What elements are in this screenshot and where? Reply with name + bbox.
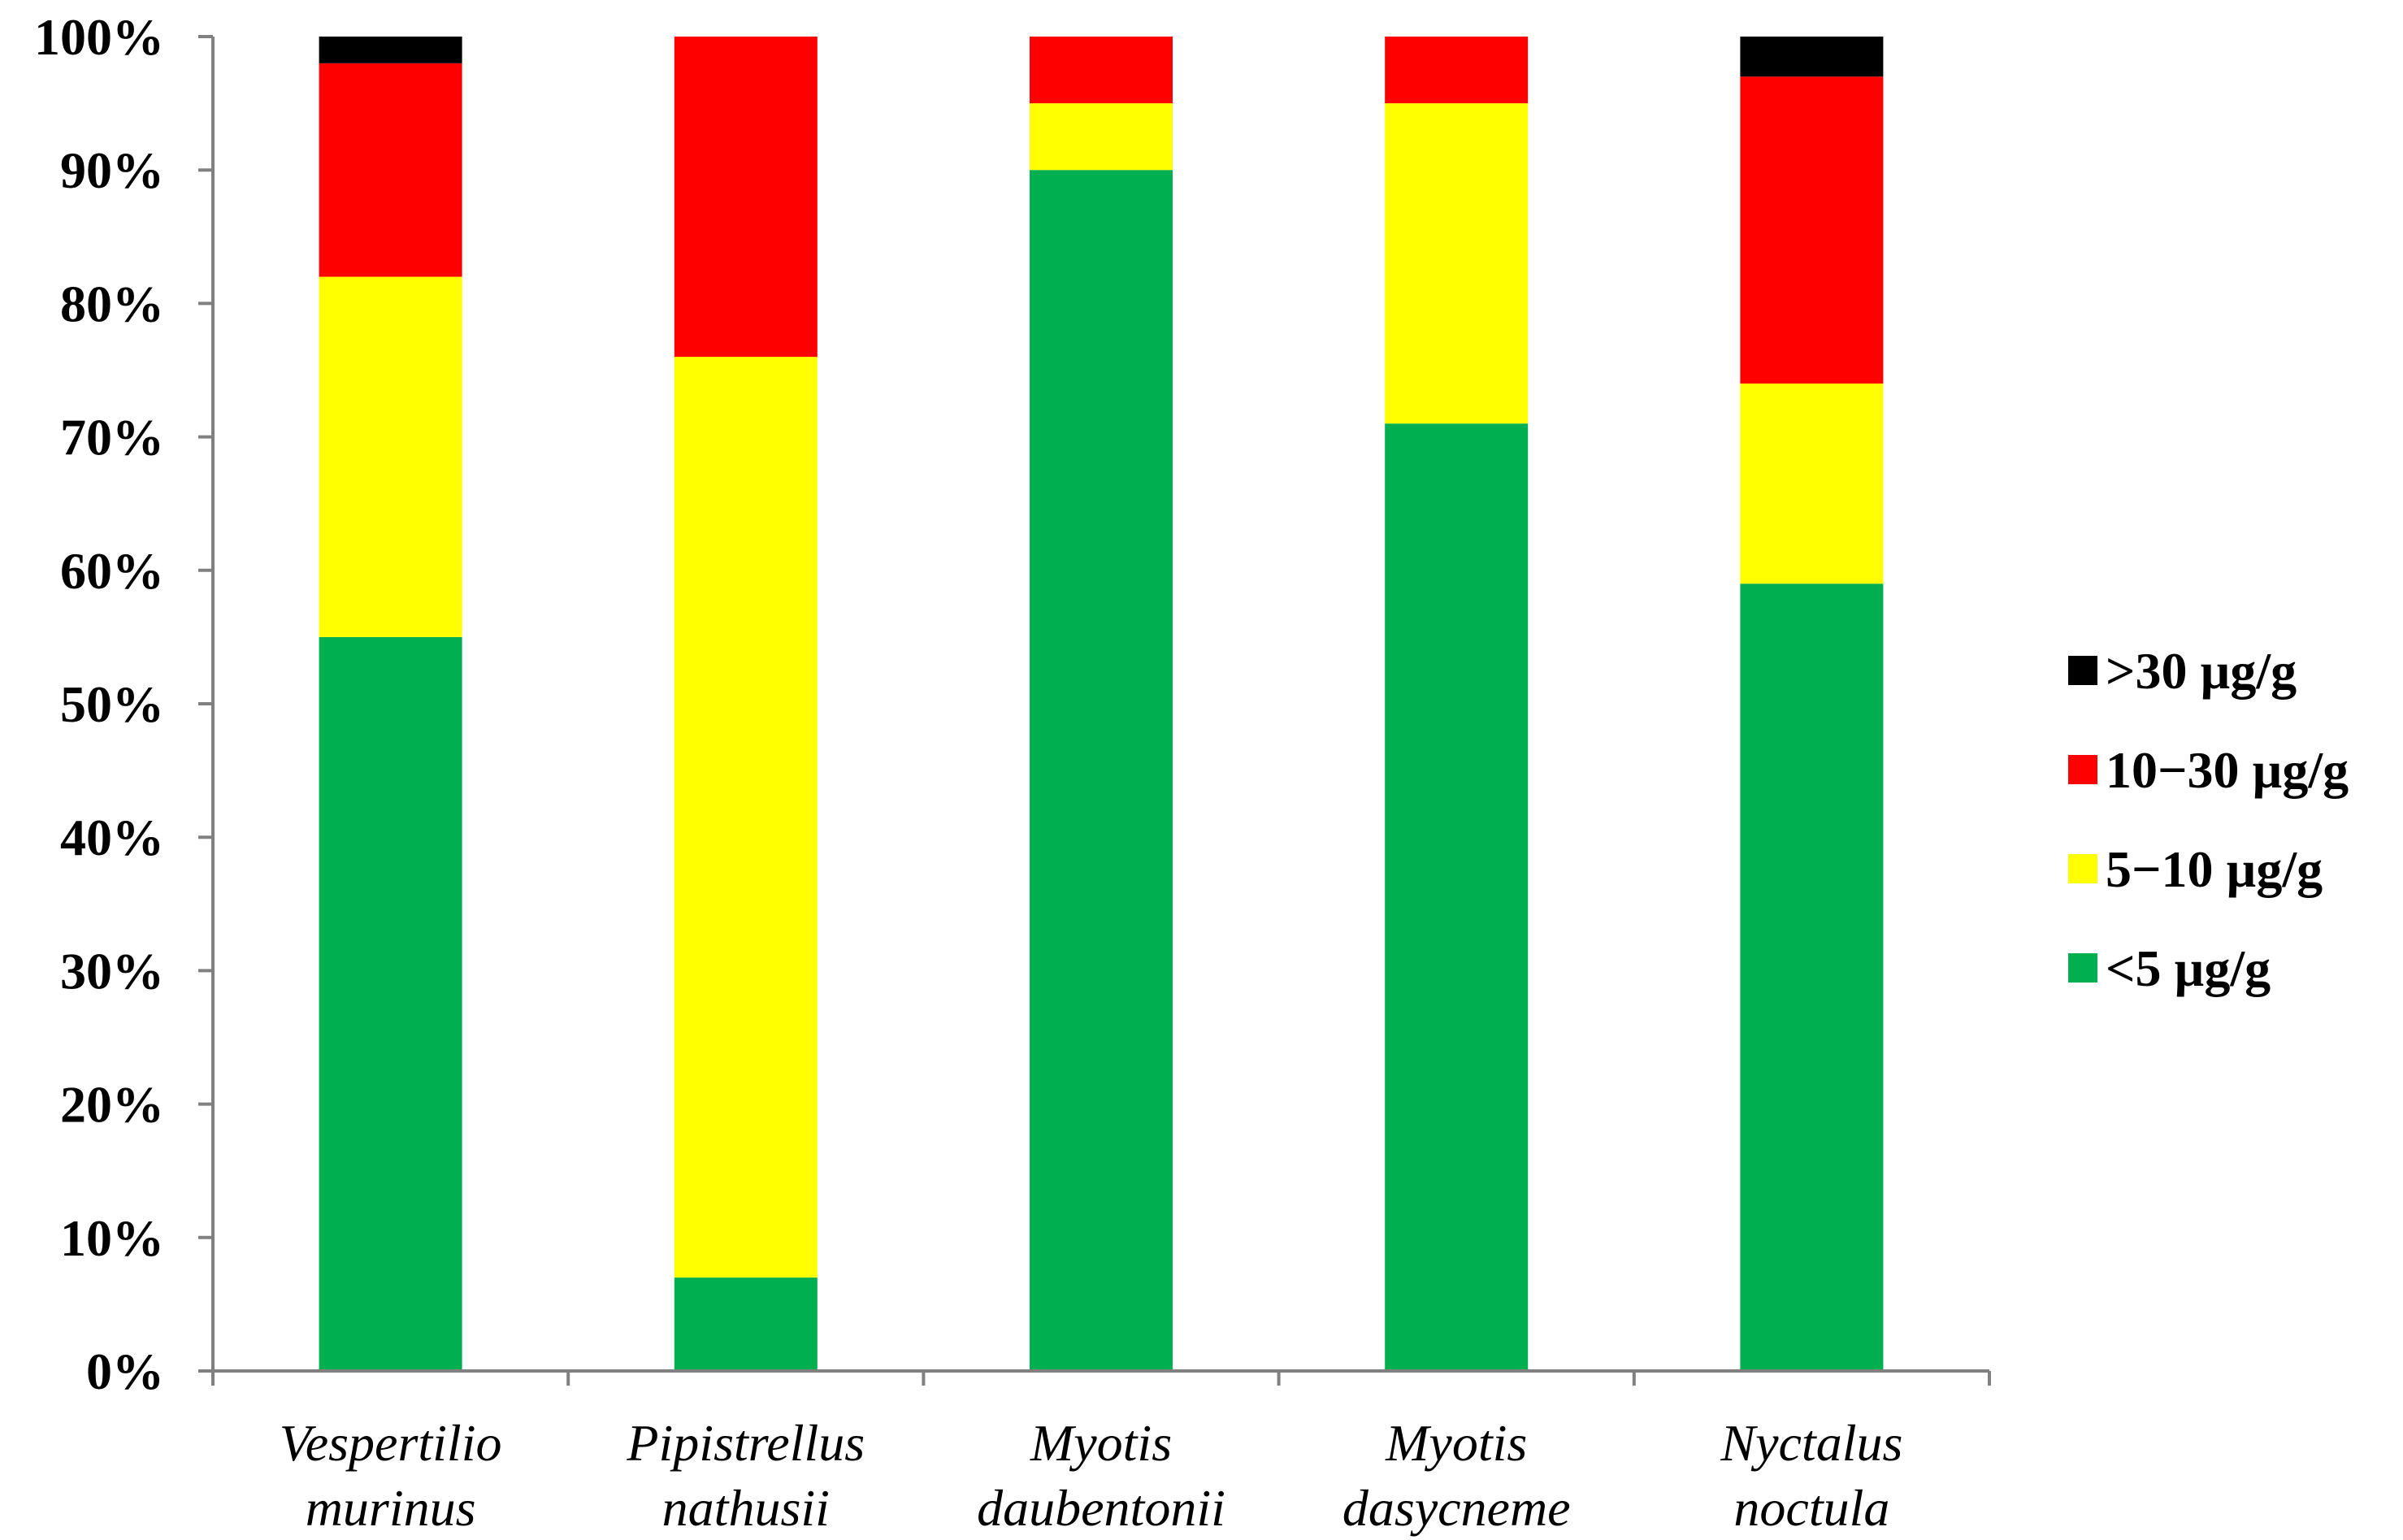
bar-segment-0-30-g-g bbox=[319, 37, 462, 63]
legend-item: >30 µg/g bbox=[2068, 642, 2297, 700]
x-category-label: murinus bbox=[306, 1479, 476, 1537]
y-tick-label: 80% bbox=[60, 275, 164, 332]
legend: >30 µg/g 10−30 µg/g 5−10 µg/g <5 µg/g bbox=[2068, 642, 2349, 997]
y-tick-label: 40% bbox=[60, 809, 164, 866]
bar-segment-2-10-30-g-g bbox=[1030, 37, 1173, 104]
y-tick-labels: 0% 10% 20% 30% 40% 50% 60% 70% 80% 90% 100% bbox=[34, 8, 164, 1400]
bar-segment-4-5-10-g-g bbox=[1740, 383, 1884, 584]
bar-segment-1-10-30-g-g bbox=[674, 37, 818, 358]
bar-segment-4-10-30-g-g bbox=[1740, 76, 1884, 384]
legend-swatch bbox=[2068, 953, 2097, 983]
bar-segment-3-5-10-g-g bbox=[1385, 103, 1529, 424]
y-tick-label: 10% bbox=[60, 1209, 164, 1267]
bar-segment-1-5-g-g bbox=[674, 1278, 818, 1371]
y-tick-label: 50% bbox=[60, 675, 164, 733]
bar-segment-2-5-g-g bbox=[1030, 170, 1173, 1372]
legend-swatch bbox=[2068, 656, 2097, 685]
x-category-label: noctula bbox=[1733, 1479, 1889, 1537]
x-category-labels: Vespertilio murinus Pipistrellus nathusii My… bbox=[280, 1414, 1903, 1537]
bar-segment-2-5-10-g-g bbox=[1030, 103, 1173, 171]
bar-segment-0-5-g-g bbox=[319, 636, 462, 1371]
legend-swatch bbox=[2068, 755, 2097, 784]
x-category-label: nathusii bbox=[662, 1479, 830, 1537]
x-category-label: Myotis bbox=[1030, 1414, 1172, 1472]
legend-item: <5 µg/g bbox=[2068, 939, 2271, 997]
bar-segment-4-30-g-g bbox=[1740, 37, 1884, 77]
legend-label: 5−10 µg/g bbox=[2106, 840, 2323, 898]
legend-label: 10−30 µg/g bbox=[2106, 741, 2349, 799]
bar-segment-4-5-g-g bbox=[1740, 583, 1884, 1371]
bar-segment-3-10-30-g-g bbox=[1385, 37, 1529, 104]
x-category-label: Pipistrellus bbox=[626, 1414, 865, 1472]
legend-swatch bbox=[2068, 854, 2097, 883]
y-tick-label: 100% bbox=[34, 8, 164, 66]
bar-segment-0-5-10-g-g bbox=[319, 276, 462, 637]
axes-group bbox=[198, 35, 1991, 1386]
x-category-label: Nyctalus bbox=[1720, 1414, 1902, 1472]
bar-segment-1-5-10-g-g bbox=[674, 357, 818, 1278]
bars-group bbox=[319, 37, 1884, 1372]
y-tick-label: 60% bbox=[60, 542, 164, 600]
bar-segment-0-10-30-g-g bbox=[319, 63, 462, 277]
legend-item: 10−30 µg/g bbox=[2068, 741, 2349, 799]
x-category-label: Vespertilio bbox=[280, 1414, 502, 1472]
legend-label: >30 µg/g bbox=[2106, 642, 2297, 700]
y-tick-label: 70% bbox=[60, 409, 164, 466]
legend-label: <5 µg/g bbox=[2106, 939, 2271, 997]
x-category-label: daubentonii bbox=[977, 1479, 1225, 1537]
y-tick-label: 0% bbox=[86, 1343, 164, 1400]
x-category-label: dasycneme bbox=[1342, 1479, 1571, 1537]
y-tick-label: 90% bbox=[60, 141, 164, 199]
y-tick-label: 30% bbox=[60, 942, 164, 1000]
legend-item: 5−10 µg/g bbox=[2068, 840, 2323, 898]
bar-segment-3-5-g-g bbox=[1385, 423, 1529, 1372]
x-category-label: Myotis bbox=[1385, 1414, 1527, 1472]
y-tick-label: 20% bbox=[60, 1076, 164, 1134]
